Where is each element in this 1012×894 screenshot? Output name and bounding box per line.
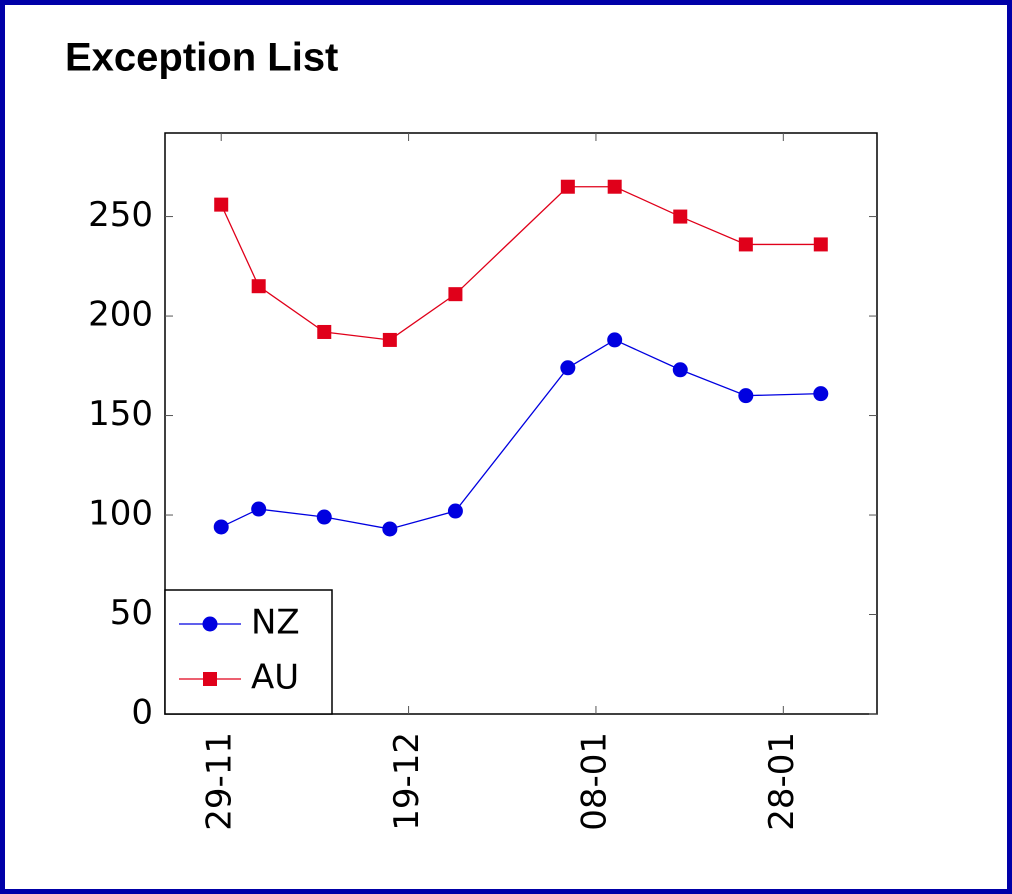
marker xyxy=(251,279,266,294)
marker xyxy=(203,672,217,686)
marker xyxy=(213,519,229,535)
marker xyxy=(382,521,398,537)
legend: NZ AU xyxy=(164,589,333,715)
marker xyxy=(672,362,688,378)
marker xyxy=(738,388,754,404)
y-tick-label: 200 xyxy=(88,295,153,335)
series-line xyxy=(220,339,821,530)
marker xyxy=(251,501,267,517)
marker xyxy=(317,324,332,339)
marker xyxy=(813,237,828,252)
x-tick-label: 28-01 xyxy=(762,732,802,831)
marker xyxy=(607,332,623,348)
legend-box xyxy=(164,589,333,715)
chart-title: Exception List xyxy=(65,36,338,80)
legend-label: NZ xyxy=(251,603,300,643)
marker xyxy=(607,179,622,194)
marker xyxy=(813,386,829,402)
marker xyxy=(673,209,688,224)
plot-area xyxy=(164,132,878,715)
x-tick-label: 08-01 xyxy=(574,732,614,831)
legend-label: AU xyxy=(251,658,299,698)
marker xyxy=(382,332,397,347)
chart: Exception List 0 50 100 150 200 250 29-11 19-12… xyxy=(65,36,878,831)
y-tick-label: 150 xyxy=(88,394,153,434)
marker xyxy=(202,616,218,632)
y-tick-label: 50 xyxy=(110,593,153,633)
marker xyxy=(214,197,229,212)
marker xyxy=(560,179,575,194)
marker xyxy=(738,237,753,252)
marker xyxy=(447,503,463,519)
x-tick-label: 19-12 xyxy=(387,732,427,831)
marker xyxy=(316,509,332,525)
series-line xyxy=(220,186,821,341)
x-tick-label: 29-11 xyxy=(200,732,240,831)
marker xyxy=(560,360,576,376)
y-tick-label: 0 xyxy=(131,693,153,733)
y-tick-label: 250 xyxy=(88,195,153,235)
y-tick-label: 100 xyxy=(88,494,153,534)
marker xyxy=(448,287,463,302)
